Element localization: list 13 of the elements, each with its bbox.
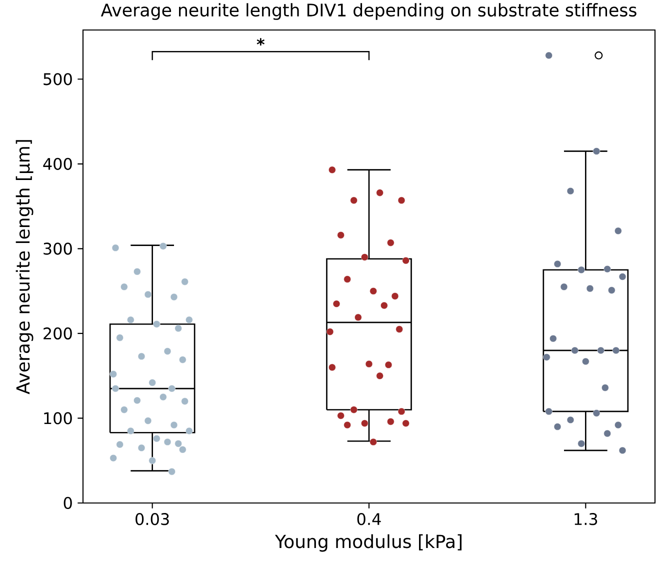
x-axis-title: Young modulus [kPa] (274, 534, 462, 552)
x-tick-label: 1.3 (574, 513, 598, 526)
y-tick-label: 200 (44, 327, 72, 340)
y-tick-label: 400 (43, 158, 72, 170)
y-axis-title: Average neurite length [µm] (16, 140, 34, 394)
y-tick-label: 0 (64, 496, 72, 510)
y-tick-label: 300 (44, 242, 72, 255)
x-tick-label: 0.4 (357, 513, 381, 526)
x-tick-label: 0.03 (136, 513, 169, 526)
y-tick-label: 500 (44, 73, 72, 86)
chart-title: Average neurite length DIV1 depending on substrate stiffness (100, 3, 636, 20)
y-tick-label: 100 (44, 412, 72, 424)
annotation: * (256, 38, 265, 46)
